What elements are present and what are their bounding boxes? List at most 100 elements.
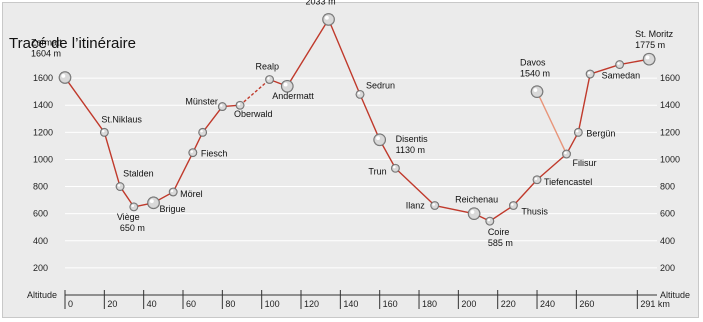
- station-marker-highlight: [534, 177, 538, 180]
- route-segment: [202, 106, 223, 133]
- station-marker-highlight: [432, 203, 435, 206]
- route-segment: [103, 132, 121, 187]
- y-tick-label-left: 600: [33, 209, 48, 219]
- station-marker: [188, 148, 197, 157]
- route-segment: [589, 63, 620, 75]
- branch-segment: [536, 91, 568, 155]
- station-marker-highlight: [61, 73, 66, 78]
- station-marker-highlight: [575, 129, 579, 133]
- station-name-label: Ilanz: [406, 201, 426, 211]
- x-tick-label: 40: [147, 299, 157, 309]
- station-altitude-label: 585 m: [488, 238, 513, 248]
- y-tick-label-right: 800: [660, 182, 675, 192]
- y-tick-label-right: 400: [660, 236, 675, 246]
- y-tick-label-right: 600: [660, 209, 675, 219]
- station-name-label: Brigue: [160, 204, 186, 214]
- station-marker: [116, 182, 125, 191]
- grid-layer: [65, 77, 657, 269]
- station-marker: [169, 187, 178, 196]
- station-marker-highlight: [149, 199, 154, 204]
- station-name-label: Filisur: [573, 158, 597, 168]
- station-marker: [391, 164, 400, 173]
- station-name-label: Stalden: [123, 169, 154, 179]
- x-tick-label: 291 km: [640, 299, 670, 309]
- station-marker: [59, 71, 71, 84]
- station-marker-highlight: [564, 151, 567, 155]
- station-marker-highlight: [393, 165, 396, 169]
- y-tick-label-left: 1000: [33, 154, 53, 164]
- x-tick-label: 220: [501, 299, 516, 309]
- station-marker: [373, 133, 386, 146]
- station-name-label: Disentis: [396, 134, 429, 144]
- x-tick-label: 20: [107, 299, 117, 309]
- station-marker: [356, 90, 365, 99]
- station-marker: [218, 102, 227, 111]
- station-altitude-label: 650 m: [120, 223, 145, 233]
- station-name-label: Münster: [185, 97, 218, 107]
- station-marker-highlight: [101, 129, 105, 133]
- route-segment: [286, 19, 330, 87]
- chart-frame: [2, 2, 699, 318]
- station-marker-highlight: [357, 92, 361, 95]
- station-name-label: Oberwald: [234, 109, 273, 119]
- x-tick-label: 200: [461, 299, 476, 309]
- station-marker: [198, 128, 207, 137]
- x-tick-label: 260: [579, 299, 594, 309]
- y-axis-label-left: Altitude: [27, 290, 57, 300]
- station-marker-highlight: [324, 15, 329, 20]
- x-tick-label: 160: [383, 299, 398, 309]
- station-marker-highlight: [587, 71, 591, 75]
- station-marker-highlight: [470, 210, 475, 214]
- station-marker: [615, 60, 624, 69]
- x-tick-label: 140: [343, 299, 358, 309]
- station-marker: [562, 150, 571, 159]
- station-marker-highlight: [376, 136, 380, 141]
- route-segment: [359, 94, 381, 141]
- y-tick-label-left: 800: [33, 182, 48, 192]
- station-name-label: Fiesch: [201, 149, 228, 159]
- station-altitude-label: 1540 m: [520, 69, 550, 79]
- station-altitude-label: 2033 m: [306, 0, 336, 6]
- station-name-label: Thusis: [521, 207, 548, 217]
- y-tick-label-right: 1200: [660, 127, 680, 137]
- station-name-label: Bergün: [586, 128, 615, 138]
- station-marker: [531, 85, 543, 98]
- x-tick-label: 120: [304, 299, 319, 309]
- station-marker: [100, 128, 109, 137]
- station-marker: [322, 13, 335, 26]
- y-tick-label-right: 1600: [660, 73, 680, 83]
- station-altitude-label: 1604 m: [31, 49, 61, 59]
- station-name-label: Samedan: [602, 71, 641, 81]
- station-marker: [265, 75, 274, 84]
- station-marker: [281, 80, 294, 93]
- route-segment: [434, 204, 475, 215]
- station-name-label: Sedrun: [366, 80, 395, 90]
- route-segment: [536, 153, 567, 181]
- station-marker-highlight: [220, 104, 223, 107]
- station-marker: [533, 175, 542, 184]
- station-name-label: Mörel: [180, 189, 203, 199]
- y-axis-label-right: Altitude: [660, 290, 690, 300]
- station-markers: [58, 13, 656, 226]
- route-segment: [172, 152, 194, 193]
- station-marker-highlight: [511, 203, 514, 206]
- y-tick-label-left: 1600: [33, 73, 53, 83]
- x-tick-label: 0: [68, 299, 73, 309]
- station-marker: [574, 128, 583, 137]
- station-marker-highlight: [533, 88, 538, 92]
- station-name-label: Davos: [520, 58, 546, 68]
- station-name-label: St.Niklaus: [101, 114, 142, 124]
- x-tick-label: 60: [186, 299, 196, 309]
- station-marker-highlight: [170, 189, 174, 193]
- station-marker-highlight: [190, 150, 194, 153]
- route-segment: [327, 19, 361, 95]
- x-tick-label: 180: [422, 299, 437, 309]
- station-marker: [509, 201, 518, 210]
- y-tick-label-right: 200: [660, 263, 675, 273]
- station-marker-highlight: [117, 184, 121, 187]
- station-marker: [586, 70, 595, 79]
- station-marker: [236, 101, 245, 110]
- y-tick-label-right: 1000: [660, 154, 680, 164]
- station-name-label: St. Moritz: [635, 29, 674, 39]
